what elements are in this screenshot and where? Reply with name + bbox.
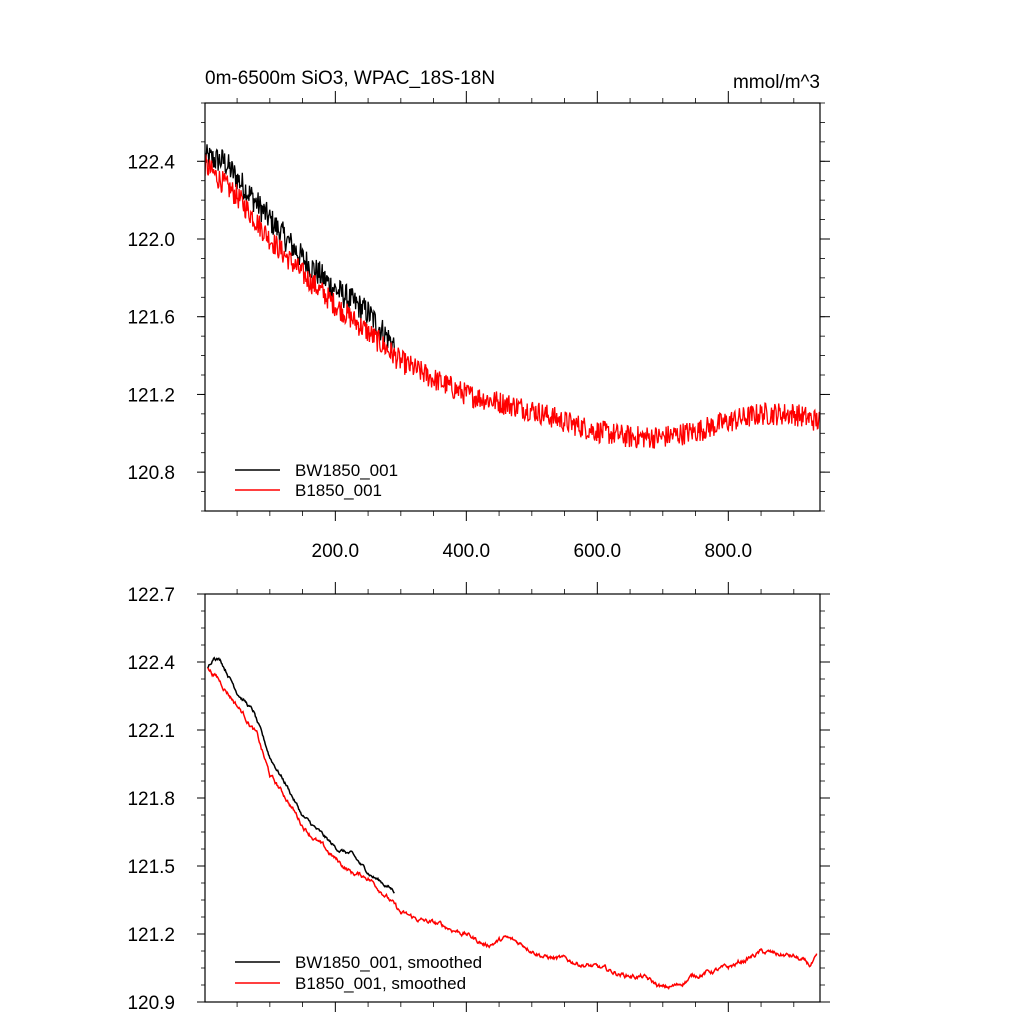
chart-title: 0m-6500m SiO3, WPAC_18S-18N xyxy=(205,68,495,89)
top-axes: 120.8 121.2 121.6 122.0 122.4 200.0 400.0 600.0… xyxy=(127,91,830,562)
series-line-bw1850-001 xyxy=(207,656,395,894)
y-tick-label: 121.6 xyxy=(127,308,175,329)
units-label: mmol/m^3 xyxy=(733,72,820,93)
x-tick-label: 200.0 xyxy=(312,541,360,562)
x-tick-label: 800.0 xyxy=(705,541,753,562)
y-tick-label: 122.1 xyxy=(127,721,175,742)
legend-label-b1850-smoothed: B1850_001, smoothed xyxy=(295,974,466,993)
top-legend: BW1850_001 B1850_001 xyxy=(235,461,398,500)
y-tick-label: 121.2 xyxy=(127,385,175,406)
y-tick-label: 121.2 xyxy=(127,925,175,946)
series-line-b1850-001 xyxy=(207,667,818,990)
bottom-panel: 120.9 121.2 121.5 121.8 122.1 122.4 122.7 BW18… xyxy=(127,582,830,1014)
x-tick-label: 600.0 xyxy=(574,541,622,562)
y-tick-label: 122.4 xyxy=(127,653,175,674)
bottom-axes: 120.9 121.2 121.5 121.8 122.1 122.4 122.7 xyxy=(127,582,830,1014)
y-tick-label: 122.0 xyxy=(127,230,175,251)
y-tick-label: 121.5 xyxy=(127,857,175,878)
top-panel: 0m-6500m SiO3, WPAC_18S-18N mmol/m^3 120… xyxy=(127,68,830,562)
legend-label-b1850: B1850_001 xyxy=(295,481,382,500)
legend-label-bw1850: BW1850_001 xyxy=(295,461,398,480)
bottom-legend: BW1850_001, smoothed B1850_001, smoothed xyxy=(235,953,482,993)
legend-label-bw1850-smoothed: BW1850_001, smoothed xyxy=(295,953,482,972)
y-tick-label: 122.7 xyxy=(127,585,175,606)
series-line-b1850-001 xyxy=(205,154,820,449)
bottom-plot-area xyxy=(207,656,818,990)
y-tick-label: 121.8 xyxy=(127,789,175,810)
series-line-bw1850-001 xyxy=(205,144,395,354)
y-tick-label: 120.9 xyxy=(127,993,175,1014)
top-plot-frame xyxy=(204,102,821,512)
y-tick-label: 120.8 xyxy=(127,463,175,484)
top-plot-area xyxy=(205,144,820,449)
x-tick-label: 400.0 xyxy=(443,541,491,562)
bottom-plot-frame xyxy=(204,593,821,1003)
y-tick-label: 122.4 xyxy=(127,152,175,173)
